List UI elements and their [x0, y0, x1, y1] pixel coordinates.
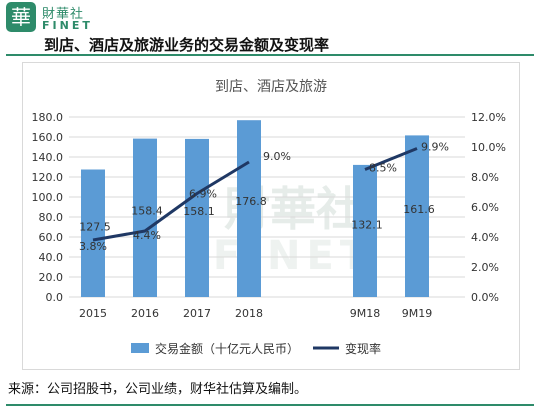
y-right-tick-label: 2.0%	[471, 261, 499, 274]
bar	[185, 138, 209, 297]
y-left-tick-label: 160.0	[32, 131, 64, 144]
brand-name-cn: 財華社	[42, 7, 85, 22]
bar-data-label: 158.4	[131, 205, 163, 218]
combo-chart: 財華社FINET到店、酒店及旅游0.020.040.060.080.0100.0…	[32, 79, 506, 356]
legend-label-line: 变现率	[345, 341, 381, 356]
source-note: 来源：公司招股书，公司业绩，财华社估算及编制。	[8, 382, 308, 397]
y-right-tick-label: 8.0%	[471, 171, 499, 184]
chart-title: 到店、酒店及旅游	[215, 79, 327, 95]
line-data-label: 3.8%	[79, 240, 107, 253]
y-left-tick-label: 180.0	[32, 111, 64, 124]
bar-data-label: 176.8	[235, 195, 267, 208]
watermark-en: FINET	[213, 233, 373, 279]
line-data-label: 9.0%	[263, 150, 291, 163]
y-right-tick-label: 6.0%	[471, 201, 499, 214]
header-divider	[6, 54, 534, 56]
line-data-label: 9.9%	[421, 141, 449, 154]
brand-logo: 華 財華社 FINET	[6, 2, 116, 34]
y-right-tick-label: 0.0%	[471, 291, 499, 304]
bar	[133, 138, 157, 297]
x-tick-label: 2018	[235, 307, 263, 320]
y-right-tick-label: 4.0%	[471, 231, 499, 244]
bar-data-label: 132.1	[351, 218, 383, 231]
y-left-tick-label: 0.0	[46, 291, 64, 304]
x-tick-label: 2015	[79, 307, 107, 320]
y-right-tick-label: 10.0%	[471, 141, 506, 154]
legend-swatch-bars	[131, 343, 149, 353]
line-data-label: 6.9%	[189, 188, 217, 201]
page-headline: 到店、酒店及旅游业务的交易金额及变现率	[44, 36, 330, 54]
chart-container: 財華社 FINET 到店、酒店及旅游 0.0 20.0 40.0 60.0 80.0 100.0…	[22, 62, 520, 370]
bar	[81, 169, 105, 297]
y-left-tick-label: 140.0	[32, 151, 64, 164]
series-line	[364, 147, 418, 171]
y-left-tick-label: 80.0	[39, 211, 64, 224]
y-left-tick-label: 60.0	[39, 231, 64, 244]
series-line	[92, 160, 250, 242]
y-left-tick-label: 100.0	[32, 191, 64, 204]
y-right-tick-label: 12.0%	[471, 111, 506, 124]
legend-label-bars: 交易金额（十亿元人民币）	[155, 341, 299, 356]
x-tick-label: 2016	[131, 307, 159, 320]
y-left-tick-label: 20.0	[39, 271, 64, 284]
x-tick-label: 9M18	[350, 307, 381, 320]
bar-data-label: 158.1	[183, 205, 215, 218]
x-tick-label: 2017	[183, 307, 211, 320]
brand-name-en: FINET	[42, 19, 93, 32]
bar	[353, 164, 377, 297]
line-data-label: 4.4%	[133, 229, 161, 242]
footer-divider	[6, 404, 534, 406]
line-data-label: 8.5%	[369, 162, 397, 175]
bar	[405, 135, 429, 297]
x-tick-label: 9M19	[402, 307, 433, 320]
y-left-tick-label: 120.0	[32, 171, 64, 184]
bar-data-label: 161.6	[403, 203, 435, 216]
brand-badge-icon: 華	[6, 2, 36, 32]
bar	[237, 120, 261, 297]
bar-data-label: 127.5	[79, 221, 111, 234]
y-left-tick-label: 40.0	[39, 251, 64, 264]
